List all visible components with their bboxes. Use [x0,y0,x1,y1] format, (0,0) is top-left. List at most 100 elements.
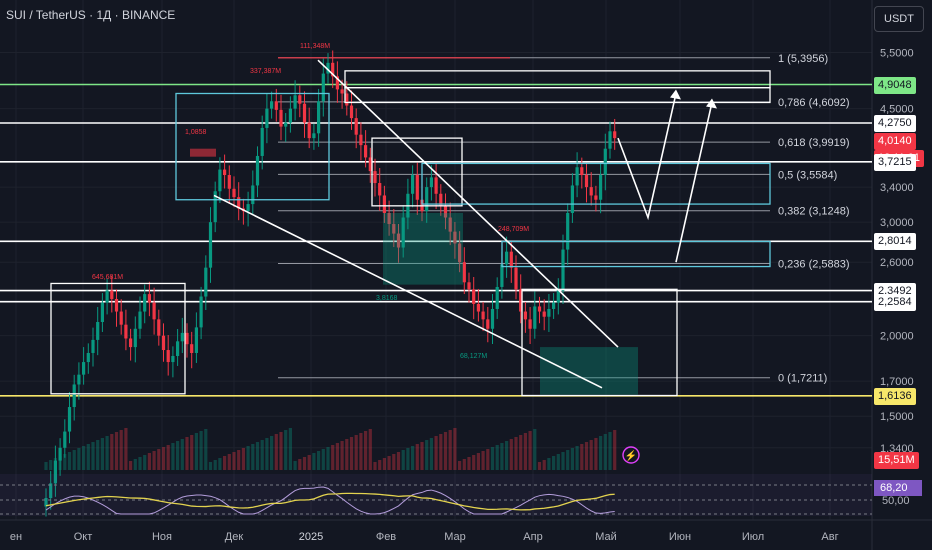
zone-box [521,288,678,397]
time-axis-label: Ноя [152,531,172,543]
fib-level-label: 0,5 (3,5584) [778,169,837,181]
candle-body [589,187,593,196]
zone-box [421,162,771,205]
candle-body [237,197,241,209]
price-axis-label: 3,0000 [880,217,914,229]
candle-body [100,302,104,323]
candle-body [129,338,133,348]
volume-bar [312,453,316,470]
rsi-panel [0,474,872,516]
candle-body [561,249,565,291]
volume-bar [448,430,452,470]
time-axis-label: ен [10,531,22,543]
volume-annotation: 1,0858 [185,129,207,136]
volume-bar [288,428,292,470]
price-tag: 1,6136 [874,387,916,405]
volume-bar [594,438,598,470]
candle-body [603,148,607,176]
candle-body [387,212,391,225]
candle-body [537,306,542,312]
candle-body [223,169,227,176]
fib-level-label: 0,236 (2,5883) [778,258,850,270]
candle-body [429,177,433,188]
volume-bar [223,456,227,470]
candle-body [63,431,67,448]
volume-bar [613,430,617,470]
volume-bar [86,444,90,470]
volume-bar [561,452,565,470]
volume-bar [453,428,457,470]
candle-body [246,204,250,212]
volume-bar [185,437,189,470]
candle-body [599,175,603,200]
price-tag: 4,2750 [874,114,916,132]
zone-box [50,282,186,395]
volume-bar [119,430,123,470]
volume-bar [77,448,81,470]
candle-body [392,224,396,234]
candle-body [255,155,260,186]
volume-bar [190,435,194,470]
rsi-mid-label: 50,00 [882,495,910,507]
volume-bar [91,442,95,470]
candle-body [378,183,382,196]
zone-box [371,137,463,207]
volume-bar [255,442,260,470]
volume-bar [171,443,175,470]
volume-bar [552,456,556,470]
candle-body [218,169,222,192]
candle-body [411,175,415,194]
volume-bar [580,444,584,470]
currency-button[interactable]: USDT [874,6,924,32]
candle-body [458,243,462,263]
volume-bar [100,438,104,470]
volume-bar [533,429,537,470]
volume-bar [270,436,274,470]
candle-body [298,95,302,104]
volume-bar [599,436,603,470]
time-axis-label: 2025 [299,531,323,543]
candle-body [481,311,485,320]
candle-body [265,108,269,128]
candle-body [425,187,429,212]
volume-bar [537,462,542,470]
candle-body [519,289,523,312]
fib-level-label: 0 (1,7211) [778,373,827,385]
price-tag: 4,0140 [874,132,916,150]
arrow-head [670,89,681,100]
symbol-title: SUI / TetherUS · 1Д · BINANCE [6,8,176,22]
volume-bar [152,451,156,470]
candle-body [331,62,335,77]
volume-bar [495,445,499,470]
volume-bar [514,437,518,470]
time-axis-label: Авг [821,531,838,543]
volume-bar [204,429,208,470]
volume-bar [326,447,330,470]
candle-body [44,498,48,507]
volume-bar [378,460,382,470]
candle-body [570,185,574,213]
volume-bar [589,440,593,470]
rsi-line [45,486,615,515]
candle-body [72,384,76,408]
rsi-value-tag [874,480,922,496]
candle-body [96,322,100,340]
candle-body [368,157,372,172]
time-axis-label: Май [595,531,617,543]
volume-bar [608,432,612,470]
candle-body [307,122,311,139]
candle-body [77,374,81,385]
candle-body [349,105,354,119]
candle-body [326,62,330,74]
candle-body [204,267,208,297]
volume-bar [251,444,255,470]
candle-body [528,319,532,329]
volume-bar [63,454,67,470]
shaded-zone [383,212,463,285]
volume-bar [67,452,72,470]
volume-bar [443,432,448,470]
volume-annotation: 248,709M [498,226,529,233]
candle-body [490,308,495,329]
